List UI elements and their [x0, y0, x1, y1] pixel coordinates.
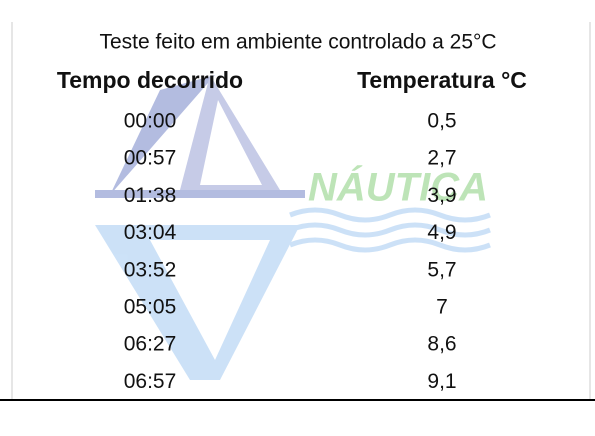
sail-left [110, 75, 215, 195]
table-cell: 00:57 [124, 147, 177, 170]
watermark-text: NÁUTICA [308, 165, 488, 210]
table-cell: 03:52 [124, 258, 177, 281]
table-cell: 05:05 [124, 296, 177, 319]
column-header: Tempo decorrido [57, 67, 243, 93]
table-cell: 2,7 [427, 147, 456, 170]
table-cell: 7 [436, 296, 448, 319]
table-cell: 00:00 [124, 110, 177, 133]
table-cell: 06:57 [124, 370, 177, 393]
reflection-gap [150, 240, 270, 360]
waves [289, 207, 491, 253]
table-body: 00:00 0,5 00:57 2,7 01:38 3,9 03:04 4,9 03:52 5,7… [124, 110, 457, 393]
table-cell: 01:38 [124, 184, 177, 207]
table-cell: 5,7 [427, 258, 456, 281]
table-cell: 06:27 [124, 333, 177, 356]
hull [95, 190, 305, 198]
sail-gap [200, 100, 262, 185]
table-cell: 9,1 [427, 370, 456, 393]
table-cell: 4,9 [427, 221, 456, 244]
table-cell: 8,6 [427, 333, 456, 356]
watermark-logo: NÁUTICA [95, 75, 491, 380]
table-cell: 03:04 [124, 221, 177, 244]
table-cell: 3,9 [427, 184, 456, 207]
column-header: Temperatura °C [357, 67, 527, 93]
table-title: Teste feito em ambiente controlado a 25°… [99, 31, 496, 54]
table-cell: 0,5 [427, 110, 456, 133]
